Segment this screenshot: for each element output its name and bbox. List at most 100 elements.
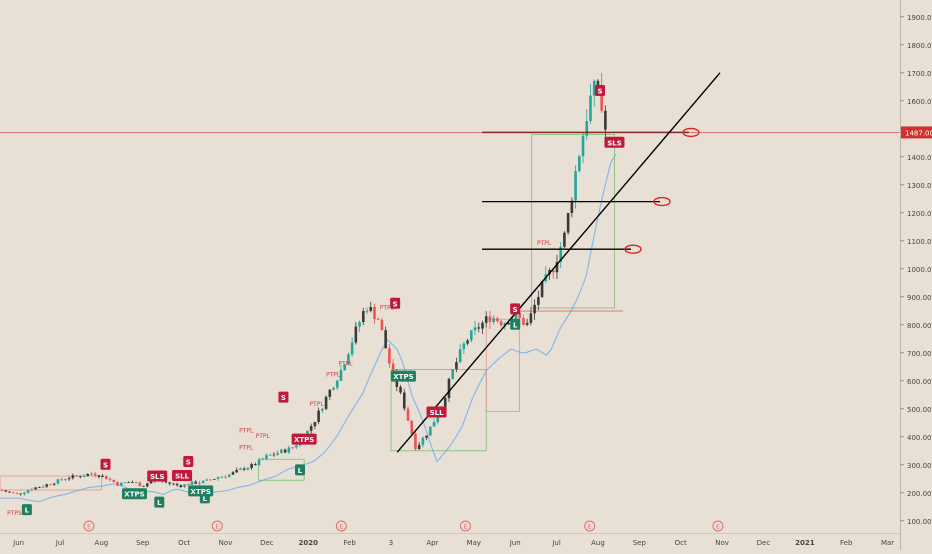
- earnings-marker[interactable]: [83, 520, 95, 532]
- candle-body: [358, 322, 361, 327]
- candle-body: [417, 444, 421, 450]
- candle-body: [75, 475, 78, 477]
- candle-body: [246, 467, 250, 470]
- earnings-marker-label: E: [87, 524, 91, 531]
- candle-body: [64, 479, 67, 481]
- earnings-marker-label: E: [339, 524, 343, 531]
- x-tick-label: Nov: [219, 539, 233, 547]
- candle-body: [179, 485, 183, 488]
- candle-body: [388, 348, 391, 364]
- candle-body: [60, 479, 63, 481]
- candle-body: [581, 135, 585, 157]
- candle-body: [362, 311, 365, 323]
- x-tick-label: Feb: [840, 539, 853, 547]
- signal-label: [21, 504, 32, 516]
- candle-body: [149, 481, 153, 484]
- candle-body: [425, 435, 428, 438]
- candle-body: [484, 316, 488, 323]
- y-tick-label: 100.00: [907, 518, 932, 526]
- candle-body: [384, 330, 387, 349]
- x-tick-label: Sep: [136, 539, 150, 547]
- candle-body: [410, 420, 414, 434]
- candle-body: [52, 483, 56, 485]
- candle-body: [473, 327, 477, 331]
- signal-label: [154, 496, 165, 508]
- candle-body: [406, 408, 410, 421]
- signal-label: [426, 406, 447, 418]
- signal-label-text: S: [513, 306, 518, 314]
- candle-body: [26, 490, 30, 493]
- candle-body: [365, 310, 369, 312]
- candle-body: [347, 354, 350, 365]
- signal-label: [278, 391, 289, 403]
- x-tick-label: Aug: [95, 539, 109, 547]
- candle-body: [186, 484, 190, 486]
- candle-body: [570, 200, 574, 213]
- candle-body: [551, 270, 555, 273]
- x-tick-label: Mar: [881, 539, 894, 547]
- candle-body: [499, 321, 503, 326]
- annotation-text: PTPL: [256, 433, 271, 440]
- y-tick-label: 1200.00: [907, 210, 932, 218]
- earnings-marker[interactable]: [584, 520, 596, 532]
- signal-label-text: S: [393, 300, 398, 308]
- signal-label-text: SLS: [150, 473, 165, 481]
- signal-label: [121, 488, 147, 500]
- last-price-badge: [901, 126, 932, 139]
- signal-label-text: SLL: [175, 473, 190, 481]
- signal-label-text: S: [186, 459, 191, 467]
- candle-body: [82, 476, 86, 478]
- candle-body: [231, 472, 235, 475]
- candle-body: [492, 318, 495, 323]
- signal-label-text: S: [281, 394, 286, 402]
- earnings-marker[interactable]: [335, 520, 347, 532]
- candle-body: [470, 330, 473, 341]
- candle-body: [283, 449, 287, 453]
- candle-body: [332, 387, 335, 390]
- annotation-text: PTPL: [380, 304, 395, 311]
- x-tick-label: Jun: [509, 539, 521, 547]
- x-tick-label: Jun: [12, 539, 24, 547]
- candle-body: [309, 426, 313, 431]
- candle-body: [265, 455, 268, 459]
- annotation-text: PTPL: [239, 428, 254, 435]
- annotation-text: PTPS: [7, 510, 22, 517]
- signal-label-text: S: [597, 88, 602, 96]
- candle-body: [376, 319, 380, 320]
- y-tick-label: 1100.00: [907, 238, 932, 246]
- candle-body: [589, 95, 592, 122]
- candle-body: [496, 318, 499, 322]
- stop-box: [531, 134, 615, 309]
- y-tick-label: 600.00: [907, 378, 932, 386]
- candle-body: [201, 480, 205, 483]
- candle-body: [90, 473, 93, 475]
- earnings-marker[interactable]: [211, 520, 223, 532]
- y-tick-label: 1700.00: [907, 70, 932, 78]
- y-tick-label: 700.00: [907, 350, 932, 358]
- x-tick-label: Oct: [178, 539, 190, 547]
- candle-body: [317, 410, 320, 422]
- earnings-marker-label: E: [215, 524, 219, 531]
- y-tick-label: 800.00: [907, 322, 932, 330]
- signal-label-text: XTPS: [124, 491, 144, 499]
- candle-body: [514, 313, 518, 320]
- y-tick-label: 900.00: [907, 294, 932, 302]
- candle-body: [373, 306, 376, 320]
- candle-body: [507, 322, 510, 325]
- x-tick-label: Dec: [757, 539, 771, 547]
- earnings-marker[interactable]: [712, 520, 724, 532]
- candle-body: [529, 313, 533, 323]
- candle-body: [34, 487, 37, 490]
- candle-body: [205, 479, 209, 481]
- signal-label: [183, 456, 194, 467]
- y-tick-label: 1800.00: [907, 42, 932, 50]
- y-tick-label: 500.00: [907, 406, 932, 414]
- y-tick-label: 200.00: [907, 490, 932, 498]
- candle-body: [168, 482, 171, 484]
- stop-box: [485, 318, 520, 412]
- earnings-marker[interactable]: [460, 520, 472, 532]
- candle-body: [220, 476, 224, 478]
- annotation-text: PTPL: [537, 240, 552, 247]
- candle-body: [56, 479, 60, 484]
- candle-body: [321, 408, 324, 411]
